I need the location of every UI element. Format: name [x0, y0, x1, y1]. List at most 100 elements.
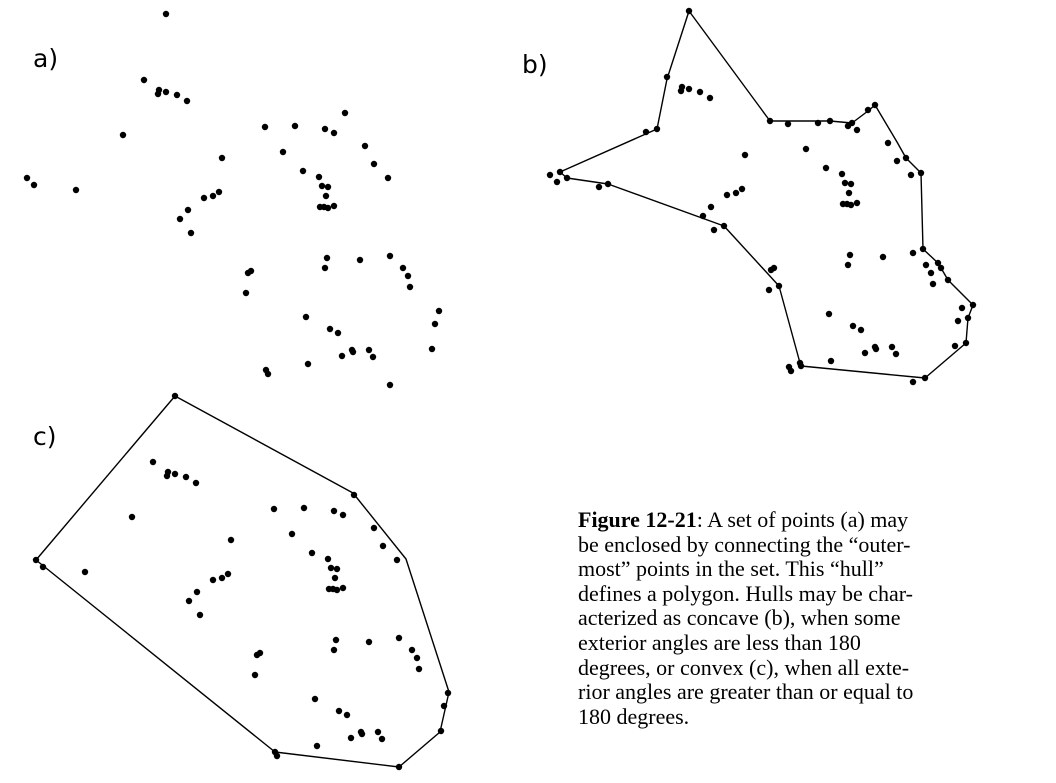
data-point — [261, 123, 269, 131]
data-point — [313, 742, 321, 750]
data-point — [846, 251, 854, 259]
data-point — [183, 97, 191, 105]
data-point — [326, 325, 334, 333]
data-point — [128, 513, 136, 521]
data-point — [185, 597, 193, 605]
data-point — [339, 584, 347, 592]
data-point — [343, 711, 351, 719]
hull-outline — [35, 395, 450, 768]
data-point — [404, 272, 412, 280]
data-point — [685, 7, 693, 15]
data-point — [395, 634, 403, 642]
data-point — [663, 73, 671, 81]
data-point — [291, 122, 299, 130]
data-point — [872, 345, 880, 353]
data-point — [192, 479, 200, 487]
data-point — [322, 192, 330, 200]
data-point — [399, 264, 407, 272]
data-point — [119, 131, 127, 139]
data-point — [892, 350, 900, 358]
data-point — [333, 586, 341, 594]
data-point — [176, 215, 184, 223]
data-point — [365, 346, 373, 354]
data-point — [814, 119, 822, 127]
data-point — [39, 563, 47, 571]
data-point — [864, 106, 872, 114]
data-point — [556, 168, 564, 176]
data-point — [361, 142, 369, 150]
data-point — [765, 286, 773, 294]
data-point — [347, 734, 355, 742]
data-point — [330, 646, 338, 654]
data-point — [302, 313, 310, 321]
data-point — [857, 326, 865, 334]
hull-outline — [559, 10, 974, 379]
data-point — [378, 735, 386, 743]
data-point — [349, 348, 357, 356]
data-point — [200, 194, 208, 202]
data-point — [879, 253, 887, 261]
data-point — [796, 359, 804, 367]
data-point — [386, 381, 394, 389]
data-point — [171, 392, 179, 400]
panel-label-c: c) — [33, 422, 57, 451]
data-point — [162, 88, 170, 96]
data-point — [370, 524, 378, 532]
data-point — [408, 646, 416, 654]
data-point — [848, 119, 856, 127]
data-point — [184, 206, 192, 214]
data-point — [845, 189, 853, 197]
data-point — [23, 174, 31, 182]
data-point — [379, 542, 387, 550]
data-point — [163, 472, 171, 480]
data-point — [951, 342, 959, 350]
data-point — [907, 171, 915, 179]
data-point — [356, 256, 364, 264]
data-point — [653, 125, 661, 133]
data-point — [723, 191, 731, 199]
panel-b-concave-hull — [546, 7, 977, 386]
data-point — [787, 367, 795, 375]
data-point — [209, 192, 217, 200]
data-point — [358, 730, 366, 738]
data-point — [330, 507, 338, 515]
data-point — [369, 353, 377, 361]
data-point — [218, 574, 226, 582]
data-point — [251, 671, 259, 679]
data-point — [604, 180, 612, 188]
caption-line-5: acterized as concave (b), when some — [578, 605, 901, 631]
data-point — [909, 249, 917, 257]
data-point — [299, 167, 307, 175]
data-point — [308, 549, 316, 557]
data-point — [273, 752, 281, 760]
data-point — [853, 126, 861, 134]
data-point — [428, 345, 436, 353]
data-point — [685, 85, 693, 93]
data-point — [227, 536, 235, 544]
data-point — [826, 117, 834, 125]
data-point — [415, 665, 423, 673]
caption-line-2: be enclosed by connecting the “outer- — [578, 531, 911, 557]
data-point — [927, 269, 935, 277]
data-point — [595, 183, 603, 191]
data-point — [81, 568, 89, 576]
data-point — [921, 374, 929, 382]
data-point — [300, 504, 308, 512]
data-point — [720, 222, 728, 230]
data-point — [140, 76, 148, 84]
panel-c-convex-hull — [32, 392, 452, 771]
data-point — [440, 702, 448, 710]
caption-line-7: degrees, or convex (c), when all exte- — [578, 654, 910, 680]
data-point — [849, 322, 857, 330]
data-point — [838, 170, 846, 178]
panel-label-a: a) — [33, 44, 59, 73]
caption-line-3: most” points in the set. This “hull” — [578, 556, 884, 582]
data-point — [341, 109, 349, 117]
data-point — [437, 727, 445, 735]
data-point — [182, 473, 190, 481]
data-point — [324, 204, 332, 212]
data-point — [707, 203, 715, 211]
data-point — [321, 125, 329, 133]
data-point — [822, 164, 830, 172]
